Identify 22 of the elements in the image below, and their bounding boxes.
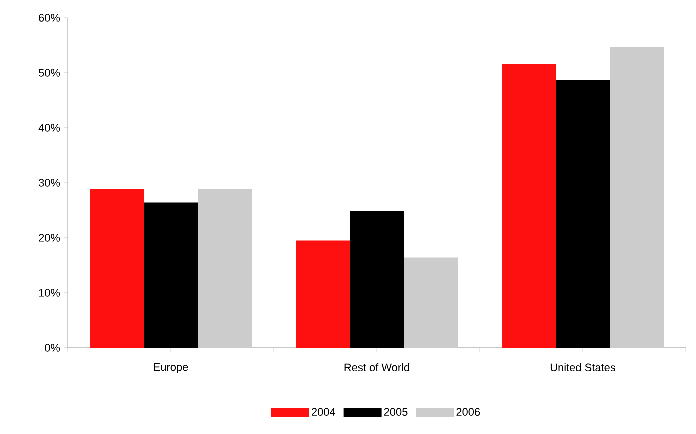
bar: [144, 202, 198, 348]
bar: [404, 258, 458, 348]
legend-label: 2004: [312, 408, 336, 416]
y-tick-label: 20%: [39, 234, 60, 242]
y-tick-label: 10%: [39, 289, 60, 297]
x-tick-label: United States: [550, 364, 616, 372]
bar: [296, 240, 350, 348]
bar: [502, 64, 556, 348]
y-tick-label: 60%: [39, 14, 60, 22]
legend-label: 2005: [384, 408, 408, 416]
y-tick-label: 0%: [45, 344, 60, 352]
bar: [556, 80, 610, 348]
y-tick-label: 30%: [38, 179, 60, 187]
bar: [90, 189, 144, 348]
y-tick-label: 50%: [38, 69, 60, 77]
bar: [350, 211, 404, 348]
legend-label: 2006: [456, 408, 480, 416]
x-tick-label: Rest of World: [344, 364, 410, 372]
y-tick-label: 40%: [38, 124, 60, 132]
bar: [610, 47, 664, 348]
x-tick-label: Europe: [154, 364, 188, 374]
bar: [198, 189, 252, 348]
